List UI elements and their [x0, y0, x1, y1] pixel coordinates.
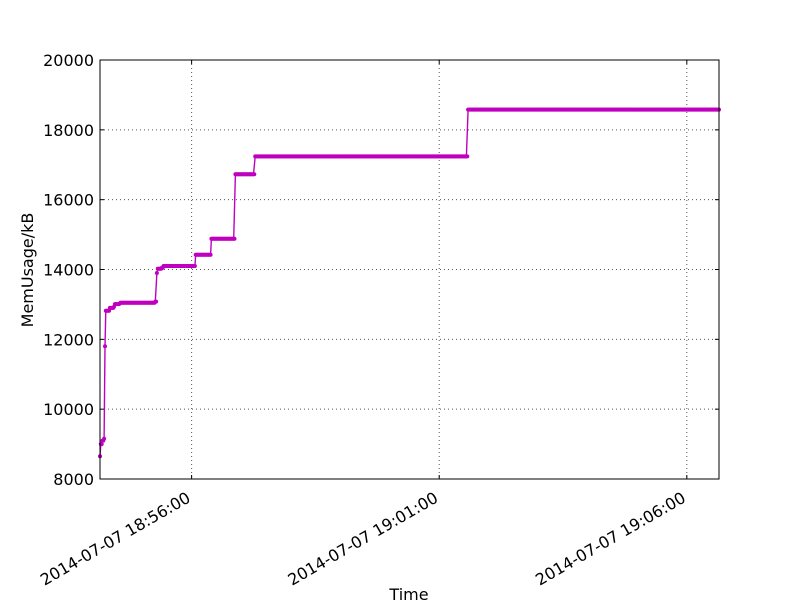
y-tick-label: 18000 — [43, 121, 94, 140]
y-tick-label: 20000 — [43, 51, 94, 70]
series-line — [99, 108, 719, 457]
y-tick-label: 10000 — [43, 400, 94, 419]
data-point — [103, 344, 107, 349]
data-point — [102, 436, 107, 441]
data-point — [232, 236, 237, 241]
y-tick-label: 16000 — [43, 191, 94, 210]
y-tick-label: 12000 — [43, 330, 94, 349]
y-tick-label: 8000 — [53, 470, 94, 489]
ticks-layer: 8000 10000 12000 14000 16000 18000 20000 2014-0… — [37, 51, 719, 589]
data-point — [154, 299, 159, 304]
data-point — [208, 252, 213, 257]
x-tick-label: 2014-07-07 18:56:00 — [37, 488, 194, 589]
data-point — [465, 154, 470, 159]
y-axis-title: MemUsage/kB — [18, 213, 37, 328]
data-point — [154, 271, 159, 275]
grid-layer — [100, 60, 719, 479]
x-axis-title: Time — [388, 585, 428, 600]
data-point — [99, 442, 104, 447]
y-tick-label: 14000 — [43, 261, 94, 280]
series-layer — [98, 107, 721, 459]
data-point — [252, 172, 257, 177]
x-tick-label: 2014-07-07 19:06:00 — [532, 488, 689, 589]
data-point — [192, 264, 197, 268]
x-tick-label: 2014-07-07 19:01:00 — [285, 488, 442, 589]
